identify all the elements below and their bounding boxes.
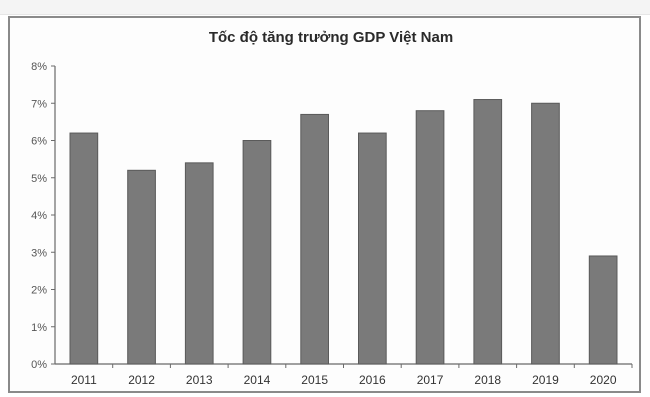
bar-2016 [358,132,387,365]
y-axis: 0% 1% 2% 3% 4% 5% 6% 7% 8% [31,61,56,371]
bar-2017 [415,110,445,365]
y-tick-label: 8% [31,61,47,73]
x-tick-label: 2014 [244,373,271,387]
x-axis: 2011 2012 2013 2014 2015 2016 2017 2018 2019 2020 [55,363,633,387]
x-tick-label: 2011 [71,373,97,387]
y-tick-label: 4% [31,210,47,222]
x-tick-label: 2013 [186,373,213,387]
x-tick-label: 2012 [128,373,155,387]
bar-2019 [531,102,560,365]
bar-2011 [69,132,99,365]
bars [69,99,618,365]
y-tick-label: 1% [31,322,47,334]
y-tick-label: 5% [31,173,47,185]
bar-2014 [242,140,272,365]
y-tick-label: 7% [31,98,47,110]
y-tick-label: 0% [31,359,47,371]
y-tick-label: 6% [31,136,47,148]
y-tick-label: 3% [31,247,47,259]
x-tick-label: 2017 [417,373,444,387]
x-tick-label: 2019 [532,373,559,387]
y-tick-label: 2% [31,285,47,297]
x-tick-label: 2018 [474,373,501,387]
bar-2013 [184,162,214,365]
x-tick-label: 2020 [590,373,617,387]
bar-2012 [127,169,156,365]
bar-2018 [473,99,503,365]
x-tick-label: 2015 [301,373,328,387]
x-tick-label: 2016 [359,373,386,387]
chart-title: Tốc độ tăng trưởng GDP Việt Nam [209,29,453,46]
bar-2020 [588,255,618,365]
top-strip [0,0,650,15]
bar-2015 [300,113,329,365]
